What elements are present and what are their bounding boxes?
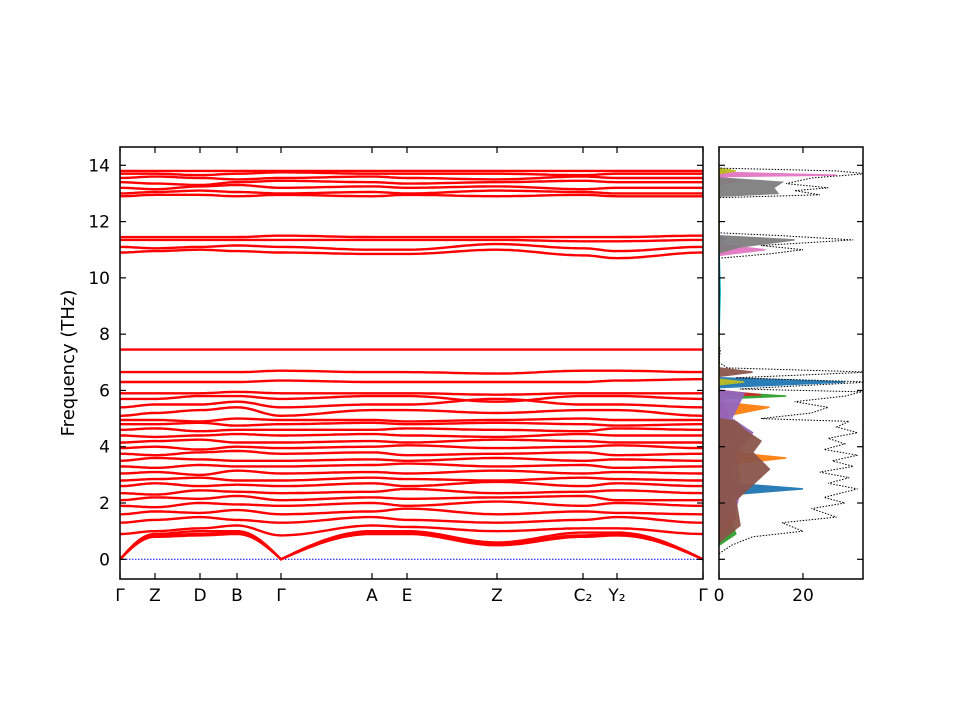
y-tick-label: 0 [99,550,110,570]
band-line [120,507,703,516]
band-line [120,369,703,375]
y-tick-label: 10 [88,269,110,289]
kpoint-label: Γ [115,586,125,606]
band-structure-plot: 0 2 4 6 8 10 12 14 Γ Z D B Γ A E Z C₂ Y₂ Γ [88,146,708,606]
band-line [120,238,703,243]
band-line [120,531,703,561]
kpoint-label: B [231,586,243,606]
band-line [120,179,703,187]
band-line [120,234,703,239]
y-axis-label: Frequency (THz) [58,290,79,437]
band-line [120,417,703,423]
band-line [120,487,703,496]
band-line [120,378,703,384]
band-line [120,175,703,181]
band-line [120,456,703,462]
y-tick-label: 8 [99,325,110,345]
kpoint-label: E [402,586,413,606]
band-line [120,432,703,439]
dos-x-tick-label: 0 [714,586,725,606]
band-line [120,494,703,502]
partial-dos-series [719,167,745,386]
band-line [120,394,703,403]
y-tick-label: 4 [99,438,110,458]
band-line [120,449,703,457]
y-tick-label: 2 [99,494,110,514]
kpoint-label: Z [491,586,503,606]
partial-dos-series [719,177,795,254]
dos-plot: 0 20 [714,146,864,606]
dos-x-tick-label: 20 [792,586,814,606]
y-tick-label: 14 [88,156,110,176]
band-line [120,189,703,195]
band-line [120,480,703,488]
kpoint-label: D [193,586,206,606]
band-line [120,438,703,444]
band-line [120,530,703,561]
band-line [120,242,703,253]
band-axes-frame [119,146,704,580]
band-line [120,462,703,469]
band-line [120,171,703,177]
band-line [120,532,703,561]
band-line [120,390,703,396]
kpoint-label: C₂ [574,586,593,606]
band-line [120,397,703,409]
band-line [120,515,703,524]
kpoint-label: A [366,586,378,606]
dos-group [719,167,863,555]
kpoint-label: Γ [698,586,708,606]
band-line [120,469,703,477]
band-line [120,444,703,451]
band-line [120,183,703,191]
kpoint-label: Γ [276,586,286,606]
kpoint-label: Z [149,586,161,606]
band-line [120,500,703,509]
band-line [120,248,703,260]
bands-group [120,169,703,561]
y-tick-label: 12 [88,213,110,233]
kpoint-label: Y₂ [607,586,625,606]
band-line [120,476,703,482]
band-line [120,427,703,433]
partial-dos-series [719,367,771,543]
band-line [120,193,703,198]
band-line [120,421,703,427]
band-line [120,524,703,537]
y-tick-label: 6 [99,381,110,401]
total-dos-series [719,167,863,555]
dos-axes-frame [718,146,864,580]
band-line [120,406,703,418]
